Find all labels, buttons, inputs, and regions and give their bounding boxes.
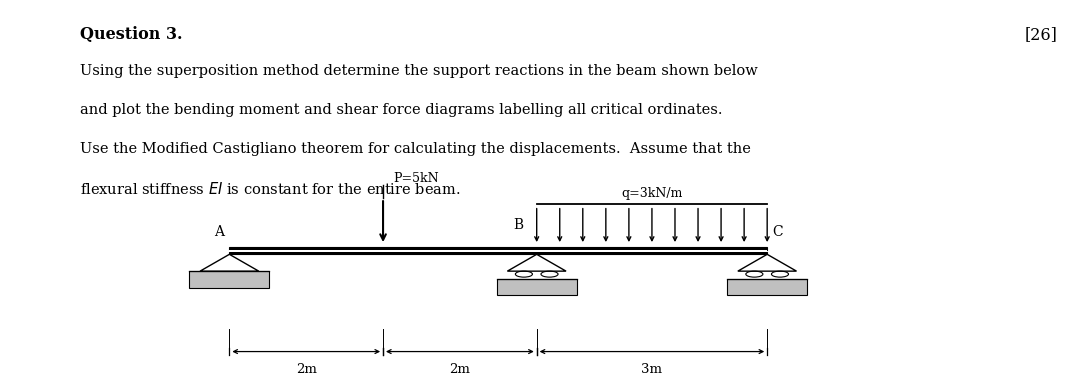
Text: A: A [214, 226, 224, 239]
Text: and plot the bending moment and shear force diagrams labelling all critical ordi: and plot the bending moment and shear fo… [80, 103, 722, 117]
Text: Question 3.: Question 3. [80, 26, 182, 43]
Text: flexural stiffness $EI$ is constant for the entire beam.: flexural stiffness $EI$ is constant for … [80, 181, 461, 197]
Text: 2m: 2m [296, 363, 317, 374]
Polygon shape [508, 254, 566, 271]
Text: 3m: 3m [641, 363, 663, 374]
Text: [26]: [26] [1024, 26, 1057, 43]
Text: P=5kN: P=5kN [394, 172, 440, 185]
Text: C: C [773, 226, 783, 239]
Bar [728, 279, 807, 295]
Text: 2m: 2m [449, 363, 471, 374]
Text: B: B [514, 218, 524, 232]
Polygon shape [201, 254, 259, 271]
Bar [497, 279, 576, 295]
Bar [190, 271, 269, 288]
Text: Using the superposition method determine the support reactions in the beam shown: Using the superposition method determine… [80, 64, 758, 77]
Polygon shape [738, 254, 796, 271]
Text: q=3kN/m: q=3kN/m [621, 187, 683, 200]
Bar [229, 247, 767, 250]
Bar [229, 252, 767, 254]
Text: Use the Modified Castigliano theorem for calculating the displacements.  Assume : Use the Modified Castigliano theorem for… [80, 142, 751, 156]
Bar [229, 250, 767, 252]
